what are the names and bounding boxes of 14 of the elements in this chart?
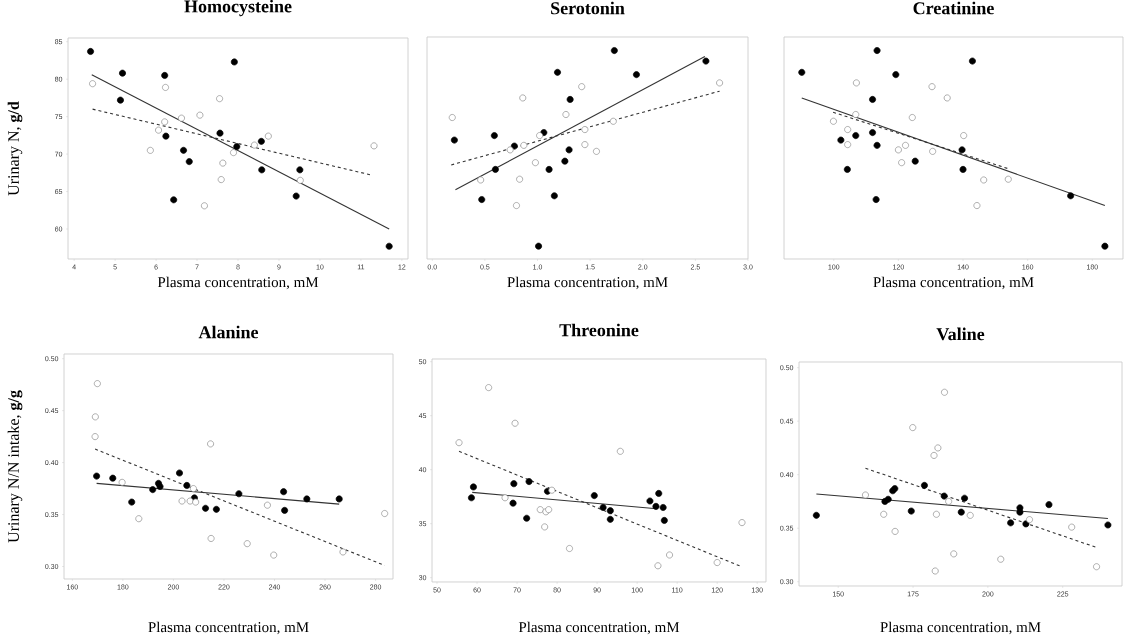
x-axis-title: Plasma concentration, mM bbox=[148, 621, 309, 635]
y-axis-title: Urinary N/N intake, g/g bbox=[7, 390, 23, 543]
chart-title: Alanine bbox=[198, 325, 259, 339]
x-axis-title: Plasma concentration, mM bbox=[873, 276, 1034, 290]
chart-title: Homocysteine bbox=[184, 0, 292, 17]
y-axis-title: Urinary N, g/d bbox=[7, 101, 23, 196]
x-axis-title: Plasma concentration, mM bbox=[507, 276, 668, 290]
chart-title: Serotonin bbox=[551, 1, 625, 15]
x-axis-title: Plasma concentration, mM bbox=[518, 621, 680, 635]
chart-title: Valine bbox=[936, 327, 985, 341]
x-axis-title: Plasma concentration, mM bbox=[157, 276, 319, 290]
x-axis-title: Plasma concentration, mM bbox=[880, 621, 1041, 635]
chart-title: Threonine bbox=[559, 323, 639, 337]
chart-title: Creatinine bbox=[913, 1, 994, 15]
